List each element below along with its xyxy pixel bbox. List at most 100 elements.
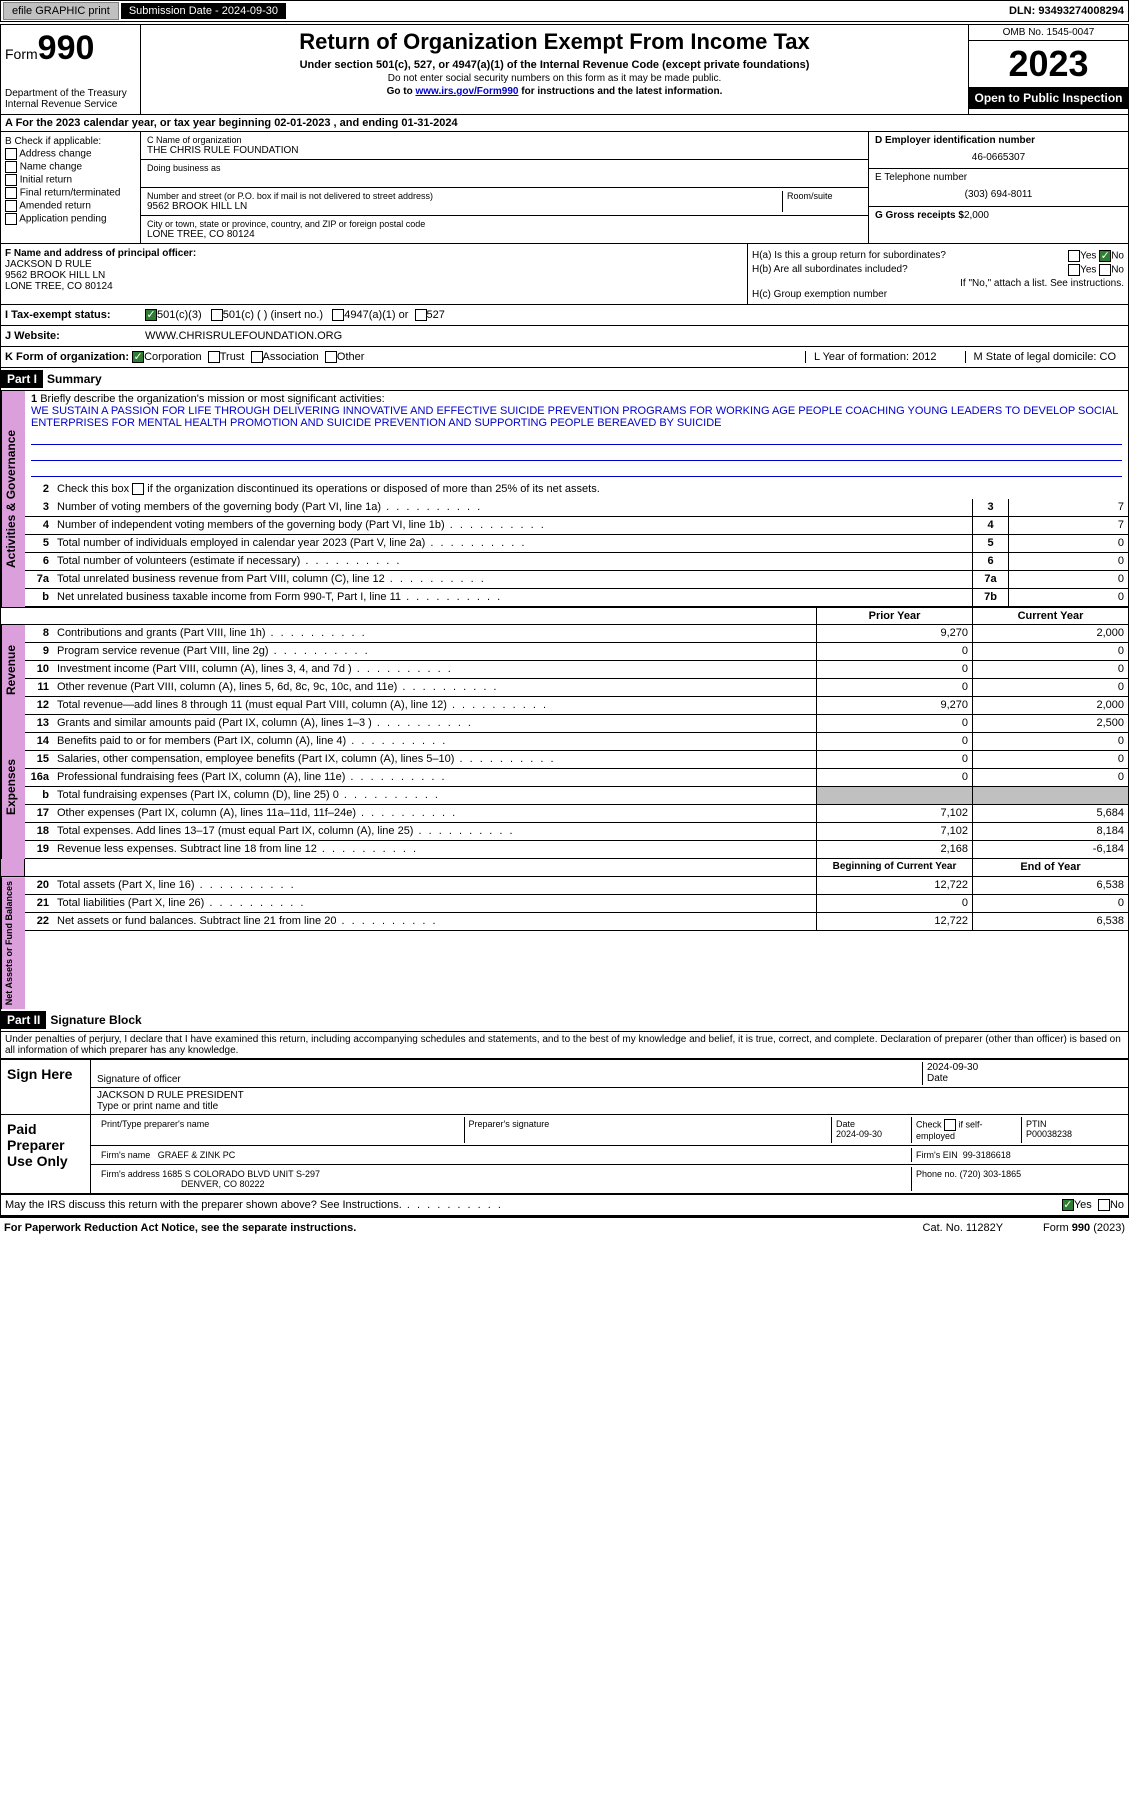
dept-treasury: Department of the Treasury xyxy=(5,88,136,99)
b-title: B Check if applicable: xyxy=(5,136,136,147)
prior-year-hdr: Prior Year xyxy=(816,608,972,624)
addr-cell: Number and street (or P.O. box if mail i… xyxy=(141,188,868,216)
officer-name: JACKSON D RULE xyxy=(5,259,743,270)
org-city: LONE TREE, CO 80124 xyxy=(147,229,862,240)
h-a-text: H(a) Is this a group return for subordin… xyxy=(752,250,946,262)
part-ii-title: Signature Block xyxy=(50,1013,141,1027)
header-right: OMB No. 1545-0047 2023 Open to Public In… xyxy=(968,25,1128,114)
omb-number: OMB No. 1545-0047 xyxy=(969,25,1128,41)
org-address: 9562 BROOK HILL LN xyxy=(147,201,782,212)
chk-self-employed[interactable] xyxy=(944,1119,956,1131)
chk-corp[interactable] xyxy=(132,351,144,363)
side-activities: Activities & Governance xyxy=(1,391,25,607)
org-name-cell: C Name of organization THE CHRIS RULE FO… xyxy=(141,132,868,160)
form-subtitle-1: Under section 501(c), 527, or 4947(a)(1)… xyxy=(145,59,964,71)
line-21: 21Total liabilities (Part X, line 26)00 xyxy=(25,895,1128,913)
part-i-title: Summary xyxy=(47,372,102,386)
section-bc: B Check if applicable: Address change Na… xyxy=(1,132,1128,244)
form-ref: Form 990 (2023) xyxy=(1043,1222,1125,1234)
efile-print-button[interactable]: efile GRAPHIC print xyxy=(3,2,119,20)
h-c-text: H(c) Group exemption number xyxy=(752,289,1124,300)
officer-addr1: 9562 BROOK HILL LN xyxy=(5,270,743,281)
firm-addr-label: Firm's address xyxy=(101,1169,160,1179)
h-a-no[interactable] xyxy=(1099,250,1111,262)
end-year-hdr: End of Year xyxy=(972,859,1128,876)
form-number: Form990 xyxy=(5,29,136,68)
chk-initial-return[interactable]: Initial return xyxy=(5,174,136,186)
net-assets-section: Net Assets or Fund Balances 20Total asse… xyxy=(1,877,1128,1009)
net-headers: Beginning of Current Year End of Year xyxy=(1,859,1128,877)
year-formation: L Year of formation: 2012 xyxy=(805,351,945,363)
line-8: 8Contributions and grants (Part VIII, li… xyxy=(25,625,1128,643)
discuss-row: May the IRS discuss this return with the… xyxy=(1,1194,1128,1215)
tax-year: 2023 xyxy=(969,41,1128,87)
col-d-ein: D Employer identification number 46-0665… xyxy=(868,132,1128,243)
irs-link[interactable]: www.irs.gov/Form990 xyxy=(415,86,518,97)
chk-527[interactable] xyxy=(415,309,427,321)
state-domicile: M State of legal domicile: CO xyxy=(965,351,1124,363)
chk-amended-return[interactable]: Amended return xyxy=(5,200,136,212)
row-i-tax-status: I Tax-exempt status: 501(c)(3) 501(c) ( … xyxy=(1,305,1128,326)
ptin-label: PTIN xyxy=(1026,1119,1047,1129)
line-9: 9Program service revenue (Part VIII, lin… xyxy=(25,643,1128,661)
phone-label: Phone no. xyxy=(916,1169,957,1179)
chk-trust[interactable] xyxy=(208,351,220,363)
chk-address-change[interactable]: Address change xyxy=(5,148,136,160)
sig-officer-label: Signature of officer xyxy=(97,1074,181,1085)
part-i-header: Part ISummary xyxy=(1,368,1128,391)
line-11: 11Other revenue (Part VIII, column (A), … xyxy=(25,679,1128,697)
top-bar: efile GRAPHIC print Submission Date - 20… xyxy=(0,0,1129,22)
col-c-org-info: C Name of organization THE CHRIS RULE FO… xyxy=(141,132,868,243)
chk-application-pending[interactable]: Application pending xyxy=(5,213,136,225)
ein-label: D Employer identification number xyxy=(875,135,1122,146)
firm-phone: (720) 303-1865 xyxy=(960,1169,1022,1179)
gross-value: 2,000 xyxy=(964,210,989,221)
side-net-assets: Net Assets or Fund Balances xyxy=(1,877,25,1009)
col-b-checkboxes: B Check if applicable: Address change Na… xyxy=(1,132,141,243)
type-name-label: Type or print name and title xyxy=(97,1101,218,1112)
line-16a: 16aProfessional fundraising fees (Part I… xyxy=(25,769,1128,787)
form-label: Form xyxy=(5,46,38,62)
firm-name-label: Firm's name xyxy=(101,1150,150,1160)
firm-ein: 99-3186618 xyxy=(963,1150,1011,1160)
h-b-yes[interactable] xyxy=(1068,264,1080,276)
line-22: 22Net assets or fund balances. Subtract … xyxy=(25,913,1128,931)
revenue-section: Revenue 8Contributions and grants (Part … xyxy=(1,625,1128,715)
chk-501c3[interactable] xyxy=(145,309,157,321)
header-left: Form990 Department of the Treasury Inter… xyxy=(1,25,141,114)
tel-cell: E Telephone number (303) 694-8011 xyxy=(869,169,1128,206)
room-label: Room/suite xyxy=(787,191,862,201)
perjury-statement: Under penalties of perjury, I declare th… xyxy=(1,1032,1128,1058)
chk-assoc[interactable] xyxy=(251,351,263,363)
activities-governance: Activities & Governance 1 Briefly descri… xyxy=(1,391,1128,607)
ptin-value: P00038238 xyxy=(1026,1129,1072,1139)
goto-post: for instructions and the latest informat… xyxy=(518,86,722,97)
form-org-label: K Form of organization: xyxy=(5,351,129,363)
header-middle: Return of Organization Exempt From Incom… xyxy=(141,25,968,114)
chk-final-return[interactable]: Final return/terminated xyxy=(5,187,136,199)
h-a-line: H(a) Is this a group return for subordin… xyxy=(752,250,1124,262)
chk-name-change[interactable]: Name change xyxy=(5,161,136,173)
form-subtitle-3: Go to www.irs.gov/Form990 for instructio… xyxy=(145,86,964,97)
col-h-group: H(a) Is this a group return for subordin… xyxy=(748,244,1128,304)
dln: DLN: 93493274008294 xyxy=(1009,5,1128,17)
city-label: City or town, state or province, country… xyxy=(147,219,862,229)
open-inspection: Open to Public Inspection xyxy=(969,87,1128,109)
form-header: Form990 Department of the Treasury Inter… xyxy=(1,25,1128,115)
chk-4947[interactable] xyxy=(332,309,344,321)
paperwork-notice: For Paperwork Reduction Act Notice, see … xyxy=(4,1222,356,1234)
sign-here-row: Sign Here Signature of officer 2024-09-3… xyxy=(1,1060,1128,1115)
discuss-yes[interactable] xyxy=(1062,1199,1074,1211)
line-20: 20Total assets (Part X, line 16)12,7226,… xyxy=(25,877,1128,895)
discuss-no[interactable] xyxy=(1098,1199,1110,1211)
chk-other[interactable] xyxy=(325,351,337,363)
chk-discontinued[interactable] xyxy=(132,483,144,495)
h-a-yes[interactable] xyxy=(1068,250,1080,262)
prep-sig-label: Preparer's signature xyxy=(465,1117,833,1143)
h-b-note: If "No," attach a list. See instructions… xyxy=(752,278,1124,289)
gross-label: G Gross receipts $ xyxy=(875,210,964,221)
line-3: 3Number of voting members of the governi… xyxy=(25,499,1128,517)
chk-501c[interactable] xyxy=(211,309,223,321)
dba-cell: Doing business as xyxy=(141,160,868,188)
h-b-no[interactable] xyxy=(1099,264,1111,276)
